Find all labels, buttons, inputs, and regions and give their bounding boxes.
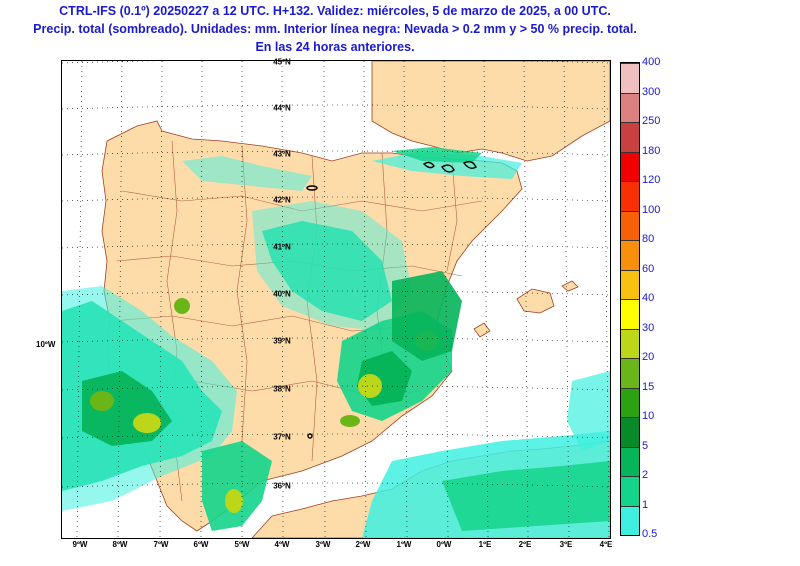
balearic-menorca (561, 280, 579, 292)
france-land (371, 61, 610, 162)
lon-label-8w: 8ºW (112, 540, 128, 549)
colorbar-segment (621, 476, 639, 506)
colorbar-segment (621, 240, 639, 270)
colorbar-label: 80 (642, 233, 655, 245)
lon-label-3w: 3ºW (315, 540, 331, 549)
colorbar-segment (621, 151, 639, 181)
precip-west-peak-2 (133, 413, 161, 433)
colorbar-label: 100 (642, 203, 661, 216)
lon-label-2w: 2ºW (355, 540, 371, 549)
map-svg (62, 61, 610, 538)
colorbar-label: 10 (642, 410, 655, 422)
precip-pyrenees-core (392, 147, 482, 163)
colorbar-segment (621, 92, 639, 122)
colorbar-segment (621, 417, 639, 447)
colorbar-label: 2 (642, 469, 649, 481)
colorbar-segment (621, 269, 639, 299)
colorbar-label: 30 (642, 321, 655, 334)
colorbar-label: 60 (642, 262, 655, 275)
lat-label-36: 36ºN (273, 481, 291, 491)
lon-label-9w: 9ºW (72, 540, 88, 549)
title-line-2: Precip. total (sombreado). Unidades: mm.… (33, 22, 637, 36)
lon-label-4e: 4ºE (599, 540, 613, 549)
colorbar-segment (621, 358, 639, 388)
lon-label-1e: 1ºE (478, 540, 492, 549)
precip-east-peak-1 (358, 374, 382, 398)
precip-east-sea (567, 371, 610, 451)
colorbar-label: 250 (642, 115, 661, 127)
precip-south (202, 441, 272, 531)
colorbar-segment (621, 63, 639, 93)
colorbar-label: 20 (642, 351, 655, 363)
colorbar-segment (621, 328, 639, 358)
precip-west-peak-1 (90, 391, 114, 411)
colorbar-segment (621, 299, 639, 329)
lat-label-39: 39ºN (273, 336, 291, 346)
balearic-mallorca (516, 288, 555, 314)
lon-label-0w: 0ºW (436, 540, 452, 549)
lon-label-1w: 1ºW (396, 540, 412, 549)
lon-label-6w: 6ºW (193, 540, 209, 549)
colorbar-label: 300 (642, 85, 661, 98)
lat-label-42: 42ºN (273, 195, 291, 205)
lat-label-41: 41ºN (273, 242, 291, 252)
lat-label-40: 40ºN (273, 289, 291, 299)
colorbar-label: 120 (642, 174, 661, 186)
colorbar-segment (621, 505, 639, 535)
colorbar-label: 15 (642, 380, 655, 393)
lon-side-label: 10ºW (36, 340, 56, 349)
precip-west-peak-3 (174, 298, 190, 314)
colorbar-segment (621, 446, 639, 476)
colorbar-label: 0.5 (642, 528, 658, 540)
precip-north-coast (182, 156, 312, 191)
colorbar-segment (621, 122, 639, 152)
colorbar-label: 1 (642, 498, 649, 511)
title-line-1: CTRL-IFS (0.1º) 20250227 a 12 UTC. H+132… (59, 4, 611, 18)
lat-label-45: 45ºN (273, 57, 291, 67)
precip-shading (62, 147, 610, 538)
precip-center (262, 221, 392, 321)
colorbar-label: 5 (642, 439, 649, 452)
lon-label-3e: 3ºE (559, 540, 573, 549)
lon-label-5w: 5ºW (234, 540, 250, 549)
lat-label-37: 37ºN (273, 432, 291, 442)
colorbar-label: 400 (642, 56, 661, 68)
lon-label-7w: 7ºW (153, 540, 169, 549)
snow-contours (306, 160, 477, 439)
colorbar-label: 180 (642, 144, 661, 157)
lat-label-43: 43ºN (273, 149, 291, 159)
title-line-3: En las 24 horas anteriores. (255, 40, 415, 54)
balearic-ibiza (473, 322, 491, 338)
precip-valencia (392, 271, 462, 361)
precip-center-light (252, 201, 412, 331)
precip-south-peak (225, 489, 243, 513)
precip-sea-south-core (442, 461, 610, 531)
precip-east-peak-3 (340, 415, 360, 427)
precipitation-map (61, 60, 611, 539)
colorbar-segment (621, 210, 639, 240)
colorbar-label: 40 (642, 292, 655, 304)
lon-label-4w: 4ºW (274, 540, 290, 549)
colorbar (620, 62, 640, 536)
lat-label-44: 44ºN (273, 103, 291, 113)
colorbar-segment (621, 387, 639, 417)
lat-label-38: 38ºN (273, 384, 291, 394)
colorbar-segment (621, 181, 639, 211)
lon-label-2e: 2ºE (518, 540, 532, 549)
